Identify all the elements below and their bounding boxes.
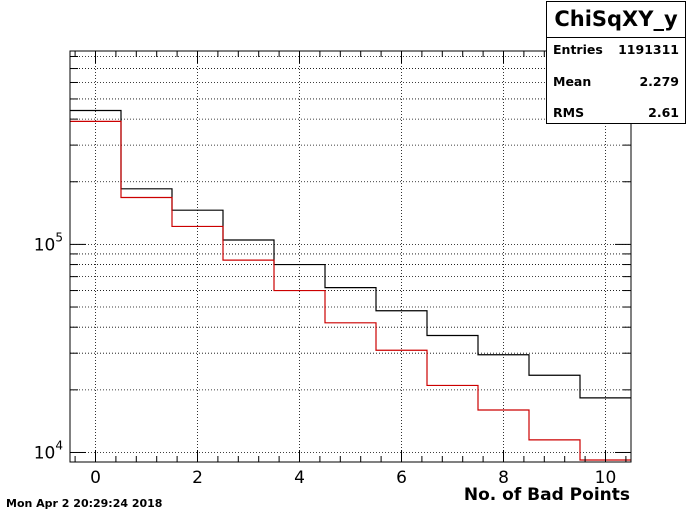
x-tick-label: 4 (294, 468, 305, 488)
stats-box: ChiSqXY_y Entries 1191311 Mean 2.279 RMS… (546, 1, 686, 124)
plot-frame (69, 50, 632, 463)
y-tick-label: 105 (34, 230, 63, 255)
stats-title: ChiSqXY_y (547, 2, 685, 38)
stats-value: 2.61 (648, 105, 679, 120)
axis-tick-labels: 0 2 4 6 8 10 104 105 (34, 230, 617, 488)
x-tick-label: 10 (595, 468, 617, 488)
stats-label: Entries (553, 42, 603, 57)
stats-value: 1191311 (618, 42, 679, 57)
x-tick-label: 0 (90, 468, 101, 488)
stats-label: Mean (553, 74, 592, 89)
x-tick-label: 8 (498, 468, 509, 488)
x-tick-label: 2 (192, 468, 203, 488)
x-axis-title: No. of Bad Points (463, 485, 630, 505)
stats-value: 2.279 (639, 74, 679, 89)
stats-label: RMS (553, 105, 585, 120)
histogram-series-1 (70, 120, 631, 461)
y-tick-label: 104 (34, 438, 63, 463)
histogram-series (70, 109, 631, 461)
timestamp: Mon Apr 2 20:29:24 2018 (6, 497, 163, 510)
x-tick-label: 6 (396, 468, 407, 488)
